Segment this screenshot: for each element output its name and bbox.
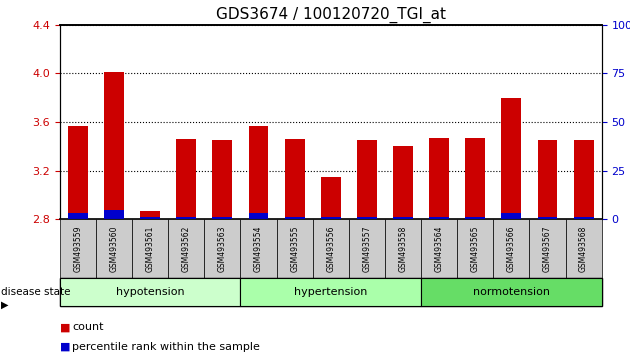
Bar	[68, 213, 88, 219]
Bar	[501, 213, 521, 219]
Text: GSM493558: GSM493558	[399, 225, 408, 272]
Text: GSM493564: GSM493564	[435, 225, 444, 272]
Bar	[429, 217, 449, 219]
Bar	[566, 219, 602, 278]
Text: GSM493555: GSM493555	[290, 225, 299, 272]
Bar	[429, 138, 449, 219]
Bar	[176, 139, 196, 219]
Bar	[68, 126, 88, 219]
Bar	[321, 177, 341, 219]
Bar	[574, 217, 593, 219]
Bar	[104, 210, 124, 219]
Bar	[321, 217, 341, 219]
Bar	[212, 141, 232, 219]
Text: GSM493556: GSM493556	[326, 225, 335, 272]
Bar	[241, 278, 421, 306]
Bar	[466, 217, 485, 219]
Text: hypertension: hypertension	[294, 287, 367, 297]
Text: disease state: disease state	[1, 287, 71, 297]
Text: ■: ■	[60, 342, 71, 352]
Text: count: count	[72, 322, 104, 332]
Bar	[285, 139, 304, 219]
Text: ▶: ▶	[1, 299, 9, 309]
Bar	[393, 147, 413, 219]
Bar	[96, 219, 132, 278]
Bar	[132, 219, 168, 278]
Text: GSM493559: GSM493559	[74, 225, 83, 272]
Bar	[501, 98, 521, 219]
Text: GSM493557: GSM493557	[362, 225, 371, 272]
Text: GSM493565: GSM493565	[471, 225, 479, 272]
Text: GSM493562: GSM493562	[182, 225, 191, 272]
Bar	[421, 219, 457, 278]
Bar	[241, 219, 277, 278]
Title: GDS3674 / 100120720_TGI_at: GDS3674 / 100120720_TGI_at	[215, 7, 446, 23]
Bar	[349, 219, 385, 278]
Bar	[421, 278, 602, 306]
Bar	[140, 217, 160, 219]
Text: ■: ■	[60, 322, 71, 332]
Bar	[466, 138, 485, 219]
Bar	[493, 219, 529, 278]
Bar	[277, 219, 312, 278]
Bar	[385, 219, 421, 278]
Bar	[249, 126, 268, 219]
Text: normotension: normotension	[473, 287, 550, 297]
Bar	[168, 219, 204, 278]
Bar	[104, 72, 124, 219]
Bar	[176, 217, 196, 219]
Text: GSM493566: GSM493566	[507, 225, 516, 272]
Bar	[249, 213, 268, 219]
Bar	[204, 219, 241, 278]
Bar	[529, 219, 566, 278]
Bar	[574, 141, 593, 219]
Bar	[212, 217, 232, 219]
Bar	[357, 217, 377, 219]
Bar	[60, 219, 96, 278]
Text: GSM493561: GSM493561	[146, 225, 154, 272]
Text: GSM493563: GSM493563	[218, 225, 227, 272]
Text: hypotension: hypotension	[116, 287, 185, 297]
Bar	[140, 211, 160, 219]
Text: GSM493560: GSM493560	[110, 225, 118, 272]
Bar	[537, 217, 558, 219]
Bar	[312, 219, 349, 278]
Bar	[357, 141, 377, 219]
Bar	[393, 217, 413, 219]
Text: GSM493554: GSM493554	[254, 225, 263, 272]
Bar	[537, 141, 558, 219]
Text: percentile rank within the sample: percentile rank within the sample	[72, 342, 260, 352]
Bar	[60, 278, 241, 306]
Text: GSM493568: GSM493568	[579, 225, 588, 272]
Bar	[457, 219, 493, 278]
Text: GSM493567: GSM493567	[543, 225, 552, 272]
Bar	[285, 217, 304, 219]
